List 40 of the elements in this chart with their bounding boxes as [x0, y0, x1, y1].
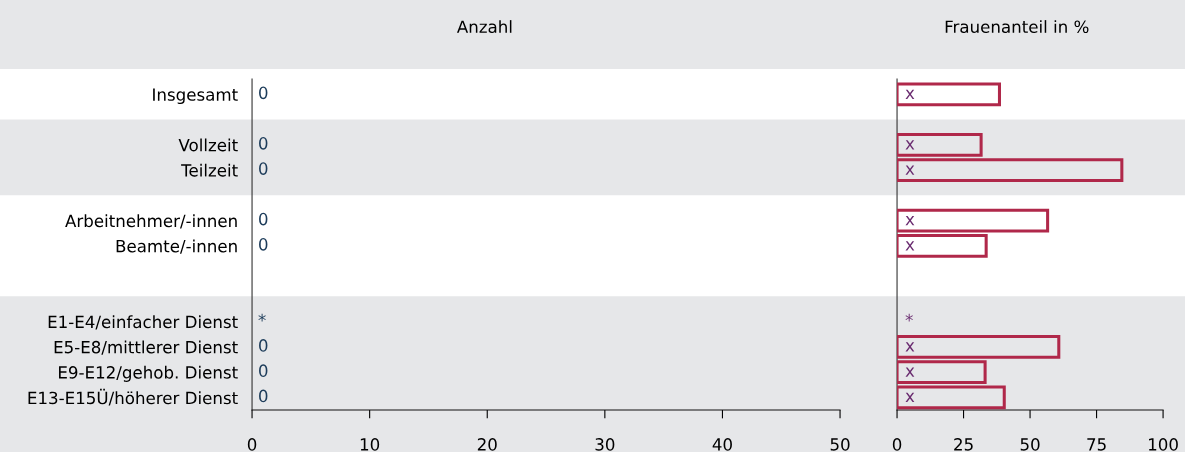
x-tick-label: 40	[712, 438, 732, 451]
data-label: 0	[259, 212, 268, 226]
data-label: x	[905, 140, 915, 150]
y-tick-label: Arbeitnehmer/-innen	[65, 214, 237, 229]
data-label: x	[905, 342, 915, 352]
y-tick-label: Vollzeit	[178, 138, 238, 152]
y-tick-label: Beamte/-innen	[116, 239, 237, 254]
x-tick-label: 100	[1149, 438, 1178, 451]
y-tick-label: Teilzeit	[181, 163, 238, 177]
data-label: x	[905, 165, 915, 175]
x-tick-label: 75	[1087, 438, 1106, 451]
y-tick-label: E1-E4/einfacher Dienst	[48, 315, 238, 330]
data-label: 0	[259, 137, 268, 150]
data-label: x	[905, 216, 915, 226]
data-label: 0	[259, 389, 268, 403]
y-tick-label: Insgesamt	[153, 88, 238, 105]
x-tick-label: 30	[595, 438, 615, 451]
data-label: x	[905, 241, 915, 251]
data-label: x	[905, 89, 915, 99]
text: *	[258, 313, 266, 322]
data-label: 0	[259, 238, 268, 251]
x-tick-label: 25	[954, 438, 973, 451]
x-tick-label: 50	[830, 438, 850, 451]
data-label: 0	[259, 339, 268, 352]
data-label: 0	[259, 364, 268, 377]
chart-title: Frauenanteil in %	[945, 20, 1089, 34]
y-tick-label: E9-E12/gehob. Dienst	[59, 365, 238, 382]
x-tick-label: 0	[892, 438, 902, 451]
data-label: x	[905, 367, 915, 377]
data-label: 0	[259, 86, 268, 100]
x-tick-label: 0	[247, 438, 257, 451]
chart-title: Anzahl	[456, 20, 512, 34]
x-tick-label: 50	[1020, 438, 1040, 451]
x-tick-label: 10	[360, 438, 380, 451]
text: *	[905, 313, 913, 322]
data-label: 0	[259, 162, 268, 175]
data-label: x	[905, 392, 915, 402]
y-tick-label: E5-E8/mittlerer Dienst	[54, 340, 238, 355]
x-tick-label: 20	[477, 438, 497, 451]
y-tick-label: E13-E15Ü/höherer Dienst	[28, 388, 238, 406]
